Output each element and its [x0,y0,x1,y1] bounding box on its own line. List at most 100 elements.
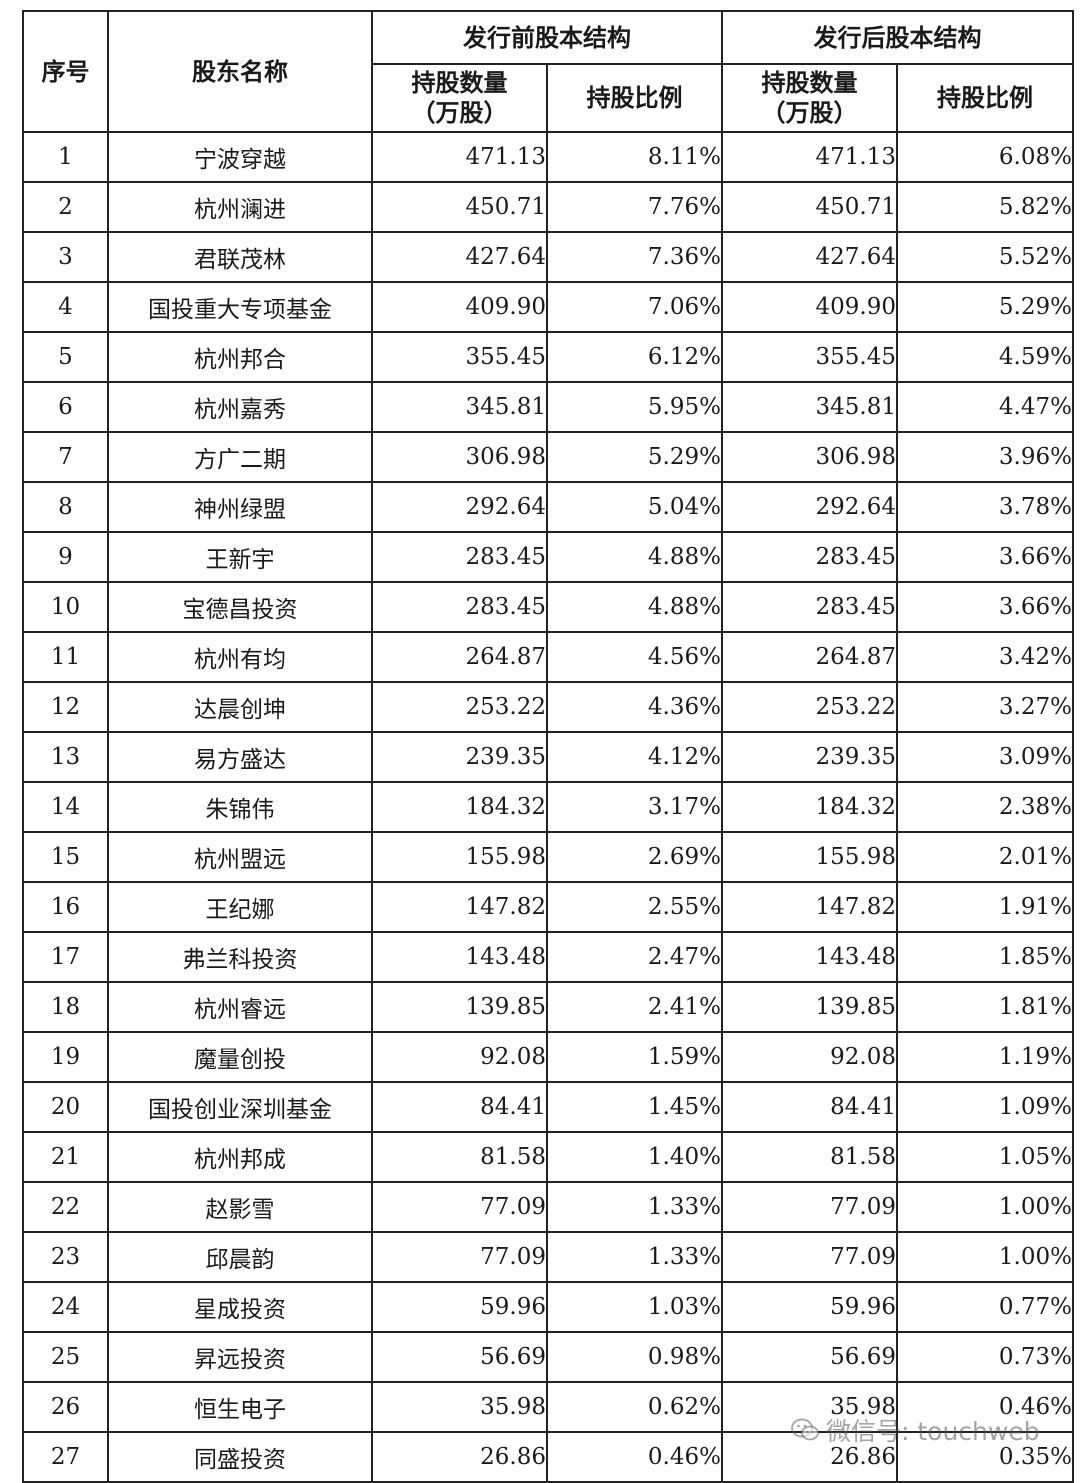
row-index: 6 [22,381,109,433]
row-index: 18 [22,981,109,1033]
pre-issue-shares: 264.87 [371,631,548,683]
post-issue-ratio: 1.00% [896,1231,1074,1283]
post-issue-shares: 264.87 [721,631,898,683]
pre-issue-ratio: 1.40% [546,1131,723,1183]
row-index: 15 [22,831,109,883]
pre-issue-ratio: 1.59% [546,1031,723,1083]
shareholder-name: 邱晨韵 [107,1231,373,1283]
pre-issue-ratio: 4.56% [546,631,723,683]
table-row: 19 魔量创投 92.08 1.59% 92.08 1.19% [22,1031,1074,1083]
table-row: 4 国投重大专项基金 409.90 7.06% 409.90 5.29% [22,281,1074,333]
row-index: 9 [22,531,109,583]
post-issue-shares: 155.98 [721,831,898,883]
post-issue-shares: 292.64 [721,481,898,533]
table-row: 5 杭州邦合 355.45 6.12% 355.45 4.59% [22,331,1074,383]
pre-issue-ratio: 7.36% [546,231,723,283]
row-index: 7 [22,431,109,483]
post-issue-shares: 253.22 [721,681,898,733]
table-row: 12 达晨创坤 253.22 4.36% 253.22 3.27% [22,681,1074,733]
post-issue-ratio: 0.77% [896,1281,1074,1333]
shareholder-name: 王新宇 [107,531,373,583]
post-issue-ratio: 1.91% [896,881,1074,933]
post-issue-shares: 81.58 [721,1131,898,1183]
pre-issue-shares: 77.09 [371,1181,548,1233]
pre-issue-ratio: 0.46% [546,1431,723,1483]
pre-issue-ratio: 5.29% [546,431,723,483]
table-row: 11 杭州有均 264.87 4.56% 264.87 3.42% [22,631,1074,683]
table-row: 10 宝德昌投资 283.45 4.88% 283.45 3.66% [22,581,1074,633]
table-row: 17 弗兰科投资 143.48 2.47% 143.48 1.85% [22,931,1074,983]
shareholder-name: 国投重大专项基金 [107,281,373,333]
pre-issue-ratio: 1.33% [546,1181,723,1233]
shareholder-name: 杭州睿远 [107,981,373,1033]
shareholder-name: 杭州澜进 [107,181,373,233]
row-index: 19 [22,1031,109,1083]
pre-issue-shares: 35.98 [371,1381,548,1433]
post-issue-shares: 283.45 [721,531,898,583]
post-issue-ratio: 3.78% [896,481,1074,533]
post-issue-shares: 409.90 [721,281,898,333]
post-issue-shares: 450.71 [721,181,898,233]
pre-issue-shares: 26.86 [371,1431,548,1483]
pre-issue-ratio: 2.41% [546,981,723,1033]
pre-issue-shares: 143.48 [371,931,548,983]
post-issue-ratio: 3.96% [896,431,1074,483]
shareholder-name: 杭州邦成 [107,1131,373,1183]
shareholder-table: 序号 股东名称 发行前股本结构 发行后股本结构 持股数量 （万股） 持股比例 持… [22,10,1074,1483]
header-post-issue: 发行后股本结构 [721,10,1074,65]
shareholder-name: 宝德昌投资 [107,581,373,633]
row-index: 4 [22,281,109,333]
pre-issue-shares: 59.96 [371,1281,548,1333]
post-issue-ratio: 5.82% [896,181,1074,233]
table-row: 26 恒生电子 35.98 0.62% 35.98 0.46% [22,1381,1074,1433]
post-issue-shares: 184.32 [721,781,898,833]
shareholder-name: 君联茂林 [107,231,373,283]
pre-issue-ratio: 7.76% [546,181,723,233]
table-row: 24 星成投资 59.96 1.03% 59.96 0.77% [22,1281,1074,1333]
pre-issue-ratio: 4.88% [546,581,723,633]
row-index: 14 [22,781,109,833]
post-issue-shares: 471.13 [721,131,898,183]
pre-issue-shares: 184.32 [371,781,548,833]
pre-issue-ratio: 2.69% [546,831,723,883]
table-row: 23 邱晨韵 77.09 1.33% 77.09 1.00% [22,1231,1074,1283]
row-index: 24 [22,1281,109,1333]
pre-issue-ratio: 1.33% [546,1231,723,1283]
table-row: 16 王纪娜 147.82 2.55% 147.82 1.91% [22,881,1074,933]
shareholder-name: 同盛投资 [107,1431,373,1483]
shareholder-name: 杭州有均 [107,631,373,683]
shareholder-name: 达晨创坤 [107,681,373,733]
shareholder-name: 魔量创投 [107,1031,373,1083]
header-post-shares: 持股数量 （万股） [721,63,898,133]
header-shares-unit: （万股） [411,99,508,127]
post-issue-ratio: 2.38% [896,781,1074,833]
post-issue-ratio: 1.09% [896,1081,1074,1133]
pre-issue-shares: 283.45 [371,581,548,633]
post-issue-shares: 427.64 [721,231,898,283]
table-row: 20 国投创业深圳基金 84.41 1.45% 84.41 1.09% [22,1081,1074,1133]
table-row: 8 神州绿盟 292.64 5.04% 292.64 3.78% [22,481,1074,533]
post-issue-shares: 143.48 [721,931,898,983]
pre-issue-shares: 139.85 [371,981,548,1033]
pre-issue-ratio: 2.47% [546,931,723,983]
post-issue-shares: 77.09 [721,1181,898,1233]
post-issue-shares: 355.45 [721,331,898,383]
row-index: 21 [22,1131,109,1183]
pre-issue-shares: 355.45 [371,331,548,383]
header-pre-issue: 发行前股本结构 [371,10,723,65]
pre-issue-ratio: 1.03% [546,1281,723,1333]
pre-issue-shares: 253.22 [371,681,548,733]
post-issue-shares: 92.08 [721,1031,898,1083]
header-pre-ratio: 持股比例 [546,63,723,133]
post-issue-ratio: 4.59% [896,331,1074,383]
shareholder-name: 杭州邦合 [107,331,373,383]
post-issue-ratio: 1.85% [896,931,1074,983]
table-row: 3 君联茂林 427.64 7.36% 427.64 5.52% [22,231,1074,283]
shareholder-name: 星成投资 [107,1281,373,1333]
header-shares-label: 持股数量 [761,69,858,97]
table-row: 13 易方盛达 239.35 4.12% 239.35 3.09% [22,731,1074,783]
shareholder-name: 朱锦伟 [107,781,373,833]
post-issue-ratio: 0.46% [896,1381,1074,1433]
row-index: 2 [22,181,109,233]
header-post-ratio: 持股比例 [896,63,1074,133]
